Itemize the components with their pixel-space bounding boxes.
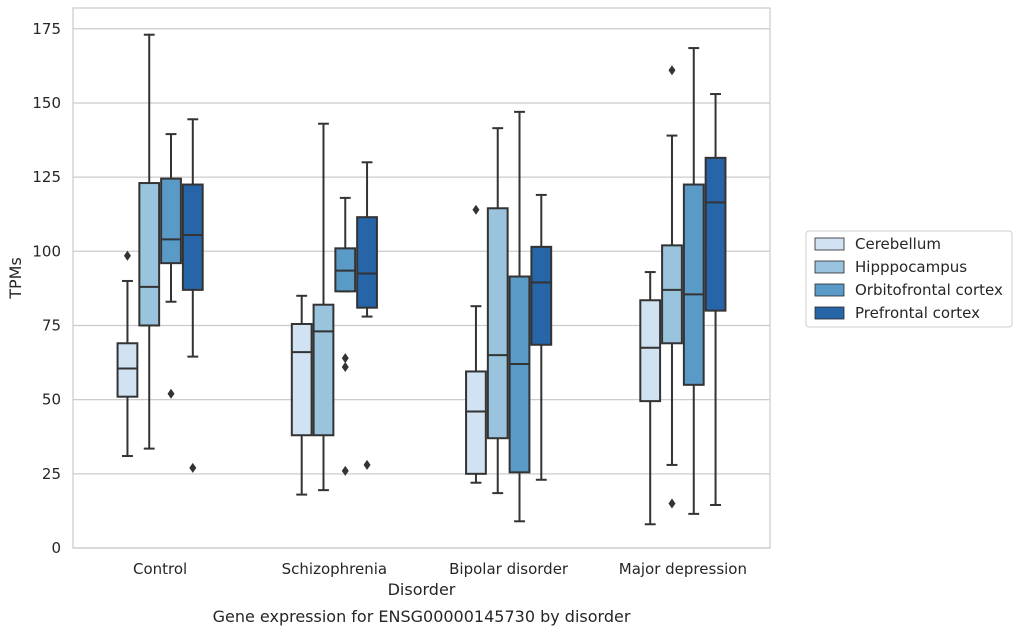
box [181,183,204,291]
y-tick-label: 50 [42,391,61,409]
box [465,370,487,475]
x-tick-label: Schizophrenia [282,560,387,578]
legend-label: Prefrontal cortex [855,304,980,322]
outlier-point [668,498,676,509]
legend-swatch [814,283,845,297]
outlier-point [363,459,371,470]
legend-label: Orbitofrontal cortex [855,281,1003,299]
box [312,303,335,437]
box [486,207,509,440]
outlier-point [341,465,349,476]
series-hipppocampus [138,33,683,509]
outlier-point [341,362,349,373]
x-tick-label: Bipolar disorder [449,560,569,578]
box [160,177,182,265]
x-tick-labels: Control Schizophrenia Bipolar disorder Majo… [133,560,747,578]
series-orbitofrontal-cortex [160,47,705,523]
box [508,275,531,474]
outlier-point [123,250,131,261]
y-tick-label: 125 [32,168,61,186]
outlier-point [189,462,197,473]
y-tick-label: 75 [42,316,61,334]
y-tick-label: 0 [51,539,61,557]
legend-label: Hipppocampus [855,258,967,276]
y-tick-label: 150 [32,94,61,112]
box [661,244,683,345]
outlier-point [341,353,349,364]
y-tick-labels: 0 25 50 75 100 125 150 175 [32,20,61,557]
y-tick-label: 175 [32,20,61,38]
x-axis-title: Disorder [388,580,456,599]
box [639,299,662,403]
legend-frame [805,230,1013,328]
box [682,183,705,386]
x-tick-label: Control [133,560,187,578]
chart-caption: Gene expression for ENSG00000145730 by d… [213,607,631,626]
box [116,342,139,398]
box [290,322,313,437]
series-cerebellum [116,204,662,526]
box [138,182,161,327]
outlier-point [167,388,175,399]
y-axis-title: TPMs [6,257,25,300]
box [356,216,378,309]
box [704,156,727,312]
y-tick-label: 100 [32,242,61,260]
box [530,245,553,346]
y-tick-label: 25 [42,465,61,483]
series-prefrontal-cortex [181,93,727,506]
boxes [116,33,727,526]
x-tick-label: Major depression [619,560,747,578]
legend-swatch [814,260,845,274]
outlier-point [472,204,480,215]
legend-swatch [814,306,845,320]
plot-frame [72,7,771,549]
legend-swatch [814,237,845,251]
legend-label: Cerebellum [855,235,941,253]
outlier-point [668,65,676,76]
legend: Cerebellum Hipppocampus Orbitofrontal cort… [805,230,1013,328]
